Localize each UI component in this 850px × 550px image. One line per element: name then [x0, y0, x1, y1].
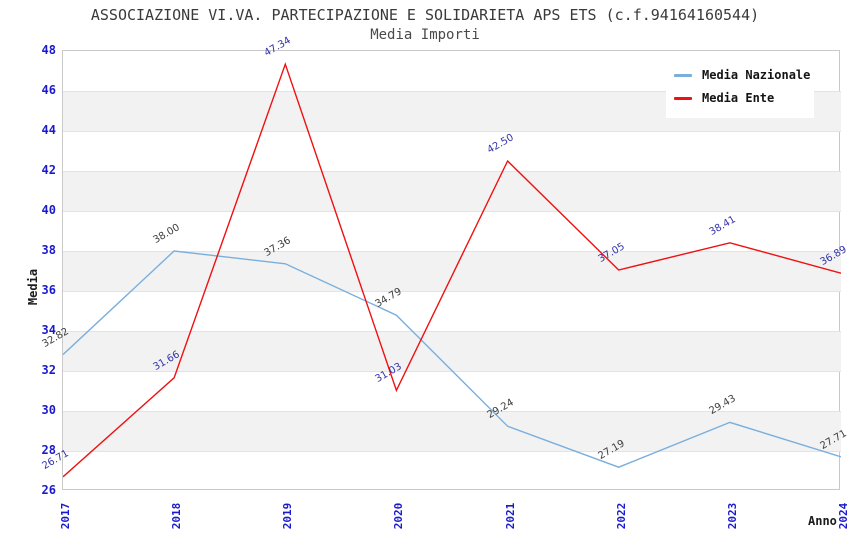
x-tick-label: 2021: [503, 502, 517, 530]
gridline: [63, 331, 841, 332]
series-lines: [63, 62, 841, 478]
gridline: [63, 211, 841, 212]
y-tick-label: 44: [41, 123, 56, 137]
y-tick-label: 36: [41, 283, 56, 297]
plot-band: [63, 331, 841, 371]
plot-band: [63, 411, 841, 451]
y-tick-label: 32: [41, 363, 56, 377]
gridline: [63, 171, 841, 172]
x-tick-label: 2017: [59, 502, 72, 530]
y-tick-label: 40: [41, 203, 56, 217]
series-line: [63, 250, 841, 468]
plot-band: [63, 251, 841, 291]
chart-title: ASSOCIAZIONE VI.VA. PARTECIPAZIONE E SOL…: [90, 6, 760, 24]
legend-item: Media Ente: [674, 88, 806, 108]
y-tick-label: 42: [41, 163, 56, 177]
legend-label: Media Nazionale: [702, 68, 811, 82]
gridline: [63, 291, 841, 292]
legend: Media Nazionale Media Ente: [666, 56, 814, 118]
x-tick-label: 2023: [725, 502, 739, 530]
plot-band: [63, 171, 841, 211]
gridline: [63, 131, 841, 132]
legend-item: Media Nazionale: [674, 65, 810, 85]
x-tick-label: 2020: [392, 502, 406, 530]
y-axis-title: Media: [26, 268, 40, 306]
chart-subtitle: Media Importi: [370, 27, 480, 43]
x-tick-label: 2018: [170, 502, 184, 530]
legend-swatch-icon: [674, 96, 692, 100]
x-tick-label: 2022: [614, 502, 628, 530]
x-axis-title: Anno: [808, 514, 837, 528]
y-tick-label: 38: [41, 243, 56, 257]
y-tick-label: 48: [41, 43, 56, 57]
gridline: [63, 451, 841, 452]
gridline: [63, 91, 841, 92]
legend-label: Media Ente: [702, 91, 775, 105]
gridline: [63, 251, 841, 252]
y-tick-label: 26: [41, 483, 56, 497]
legend-swatch-icon: [674, 73, 692, 77]
x-tick-label: 2019: [281, 502, 295, 530]
plot-area: [62, 50, 841, 490]
x-tick-label: 2024: [837, 502, 850, 530]
y-tick-label: 46: [41, 83, 56, 97]
gridline: [63, 411, 841, 412]
y-tick-label: 28: [41, 443, 56, 457]
y-tick-label: 34: [41, 323, 56, 337]
y-tick-label: 30: [41, 403, 56, 417]
series-line: [63, 62, 841, 478]
